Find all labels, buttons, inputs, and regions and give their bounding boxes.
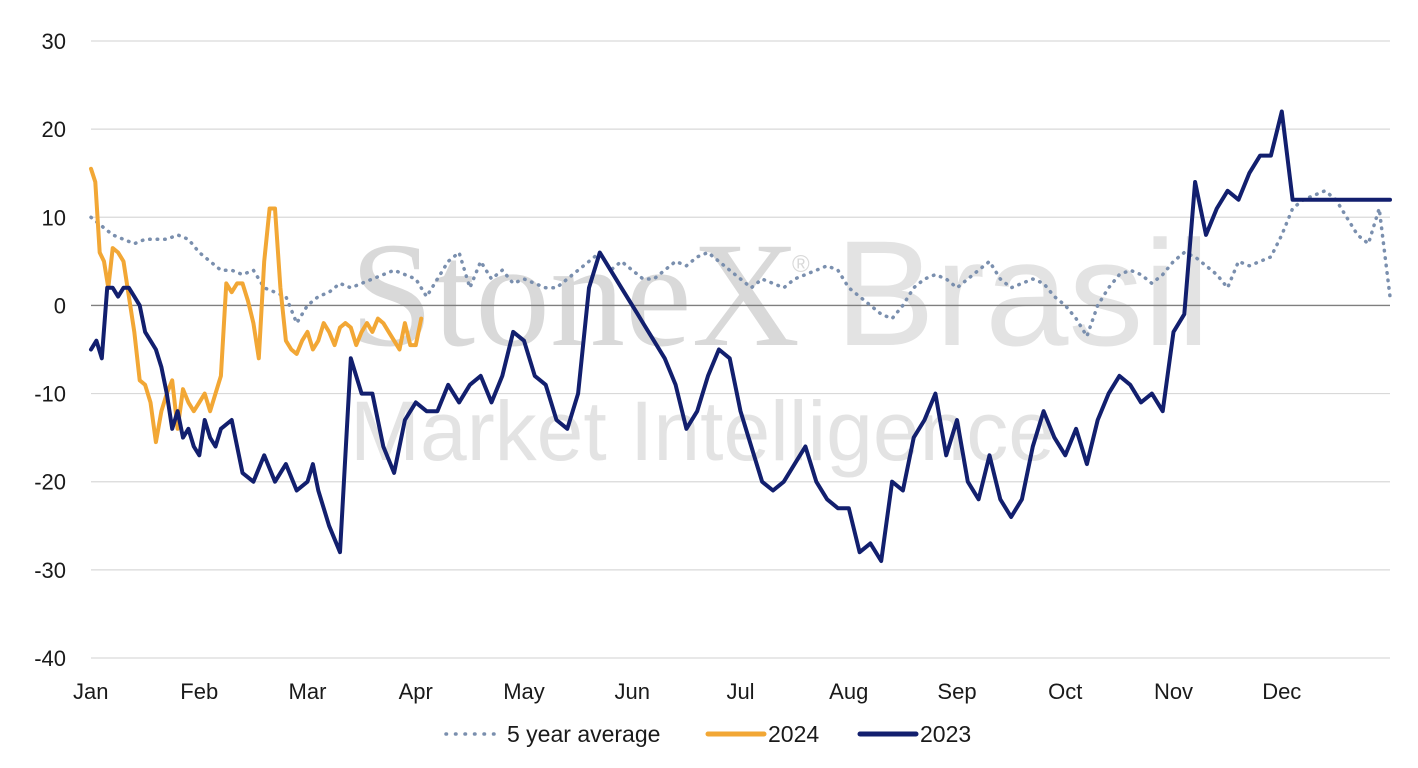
- watermark-registered-mark: ®: [792, 251, 810, 278]
- x-tick-label: Feb: [180, 679, 218, 704]
- y-tick-label: -20: [34, 470, 66, 495]
- y-axis-tick-labels: 30 20 10 0 -10 -20 -30 -40: [34, 29, 66, 671]
- legend-label-2024: 2024: [768, 721, 819, 747]
- x-tick-label: Sep: [937, 679, 976, 704]
- x-tick-label: Apr: [399, 679, 433, 704]
- gridlines: [91, 40, 1390, 659]
- series-line-5-year-average: [89, 189, 1392, 339]
- y-tick-label: -40: [34, 646, 66, 671]
- x-axis-tick-labels: Jan Feb Mar Apr May Jun Jul Aug Sep Oct Nov Dec: [73, 679, 1301, 704]
- y-tick-label: 10: [42, 205, 66, 230]
- series-line-2023: [89, 109, 1392, 563]
- legend-label-2023: 2023: [920, 721, 971, 747]
- y-tick-label: -30: [34, 558, 66, 583]
- x-tick-label: Aug: [829, 679, 868, 704]
- x-tick-label: Mar: [289, 679, 327, 704]
- x-tick-label: Dec: [1262, 679, 1301, 704]
- x-tick-label: Jan: [73, 679, 108, 704]
- watermark-brand: StoneX: [350, 212, 800, 378]
- y-tick-label: -10: [34, 382, 66, 407]
- x-tick-label: Oct: [1048, 679, 1082, 704]
- legend-label-5-year-average: 5 year average: [507, 721, 660, 747]
- series-line-2024: [89, 166, 424, 445]
- series-lines: [89, 109, 1392, 563]
- legend: 5 year average 2024 2023: [444, 721, 971, 747]
- y-tick-label: 0: [54, 293, 66, 318]
- x-tick-label: Nov: [1154, 679, 1193, 704]
- x-tick-label: Jul: [726, 679, 754, 704]
- x-tick-label: May: [503, 679, 545, 704]
- y-tick-label: 30: [42, 29, 66, 54]
- x-tick-label: Jun: [615, 679, 650, 704]
- watermark: StoneX ® Brasil Market Intelligence: [350, 209, 1210, 478]
- watermark-region: Brasil: [835, 209, 1210, 377]
- y-tick-label: 20: [42, 117, 66, 142]
